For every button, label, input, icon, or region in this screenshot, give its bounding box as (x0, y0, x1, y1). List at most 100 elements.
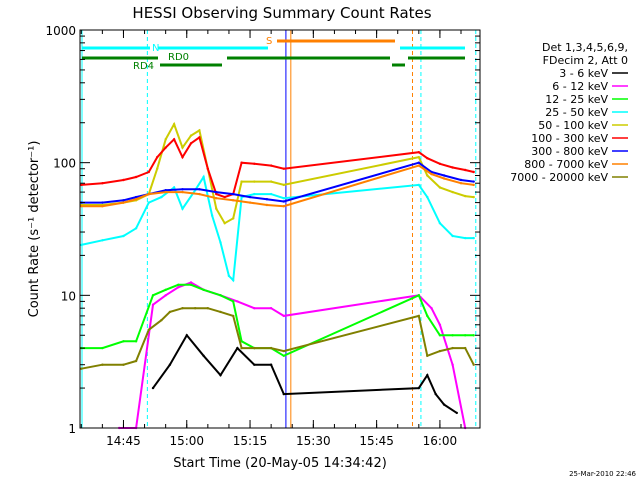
series-line-7 (81, 161, 474, 204)
data-point (282, 183, 285, 187)
data-point (160, 195, 163, 199)
data-point (164, 288, 167, 291)
data-point (164, 138, 167, 141)
legend-label: 25 - 50 keV (545, 106, 608, 119)
legend-label: 300 - 800 keV (531, 145, 608, 158)
data-point (134, 227, 138, 230)
data-point (464, 334, 467, 337)
data-point (253, 307, 256, 310)
data-point (442, 174, 446, 177)
data-point (269, 180, 273, 183)
data-point (253, 346, 256, 350)
data-point (206, 307, 209, 310)
legend-label: 100 - 300 keV (531, 132, 608, 145)
data-point (215, 192, 218, 196)
data-point (451, 346, 454, 350)
series-7 (80, 161, 475, 204)
data-point (269, 363, 273, 366)
data-point (122, 363, 125, 366)
data-point (472, 334, 475, 337)
series-1 (151, 333, 458, 415)
data-point (438, 349, 442, 353)
legend-item: 6 - 12 keV (552, 80, 628, 93)
data-point (430, 172, 433, 176)
data-point (147, 192, 150, 196)
legend-item: 300 - 800 keV (531, 145, 628, 158)
data-point (438, 162, 442, 165)
data-point (253, 180, 256, 183)
data-point (282, 200, 285, 203)
legend-label: 6 - 12 keV (552, 80, 608, 93)
data-point (101, 205, 104, 208)
data-point (172, 186, 176, 189)
data-point (215, 197, 218, 200)
data-point (177, 286, 180, 289)
data-point (122, 199, 125, 202)
legend-label: 3 - 6 keV (559, 67, 608, 80)
data-point (172, 123, 176, 126)
chart-title: HESSI Observing Summary Count Rates (132, 4, 431, 22)
legend-label: 50 - 100 keV (538, 119, 608, 132)
data-point (269, 346, 273, 350)
y-axis: 1 10 100 1000 (45, 24, 480, 436)
data-point (417, 151, 420, 154)
data-point (464, 168, 467, 172)
data-point (202, 175, 205, 179)
data-point (198, 129, 201, 132)
data-point (160, 319, 163, 322)
data-point (240, 161, 243, 164)
data-point (240, 180, 243, 183)
legend-item: 3 - 6 keV (559, 67, 628, 80)
x-tick-label: 16:00 (423, 434, 458, 448)
data-point (202, 354, 205, 357)
data-point (282, 167, 285, 170)
series-line-2 (119, 281, 467, 429)
data-point (223, 222, 226, 225)
footer-timestamp: 25-Mar-2010 22:46 (569, 470, 636, 478)
data-point (147, 328, 150, 331)
flag-bars: N RD0 RD4 S (82, 36, 465, 72)
plot-frame (79, 29, 481, 429)
data-point (189, 283, 193, 286)
data-point (134, 195, 138, 199)
data-point (198, 188, 201, 191)
data-point (122, 234, 125, 238)
legend-label: 12 - 25 keV (545, 93, 608, 106)
data-point (282, 392, 285, 396)
series-line-8 (81, 164, 474, 208)
data-point (147, 201, 150, 204)
series-3 (80, 283, 475, 357)
data-point (172, 138, 176, 141)
flag-label-rd4: RD4 (133, 61, 154, 72)
data-point (134, 198, 138, 201)
data-point (151, 386, 155, 390)
data-point (189, 142, 193, 145)
data-point (253, 162, 256, 165)
data-point (472, 236, 475, 240)
data-point (472, 180, 475, 183)
data-point (442, 403, 446, 406)
data-point (156, 167, 159, 170)
data-point (80, 205, 83, 208)
data-point (434, 392, 437, 396)
data-point (417, 314, 420, 318)
data-point (426, 157, 429, 160)
data-point (151, 303, 155, 306)
data-point (417, 386, 420, 390)
data-point (451, 234, 454, 238)
data-point (426, 374, 429, 377)
data-point (151, 294, 155, 297)
data-point (164, 146, 167, 149)
data-point (80, 243, 83, 247)
data-point (122, 340, 125, 343)
data-point (223, 195, 226, 199)
data-point (101, 239, 104, 242)
data-point (181, 190, 184, 194)
series-4 (80, 174, 475, 283)
x-tick-label: 15:45 (359, 434, 394, 448)
data-point (269, 192, 273, 196)
x-axis-label: Start Time (20-May-05 14:34:42) (173, 456, 387, 471)
data-point (253, 363, 256, 366)
data-point (438, 222, 442, 225)
